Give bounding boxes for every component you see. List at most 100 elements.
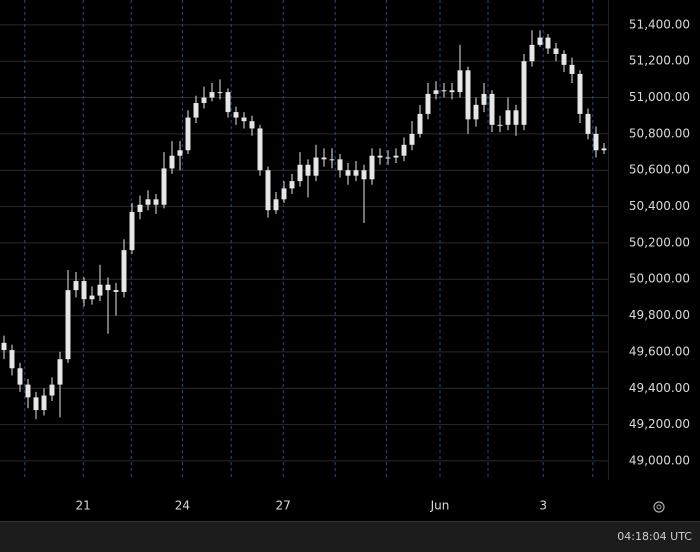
candle-body [457, 70, 463, 93]
candle-body [601, 148, 607, 151]
candle-body [177, 150, 183, 156]
settings-icon[interactable] [653, 501, 665, 513]
candle-body [401, 144, 407, 156]
candle-body [489, 93, 495, 125]
candle-body [497, 124, 503, 126]
candle-body [265, 170, 271, 211]
candle-body [449, 90, 455, 93]
x-tick-label: 27 [276, 499, 291, 513]
candle-body [473, 104, 479, 120]
candle-body [145, 199, 151, 205]
candle-body [153, 199, 159, 205]
candle-body [337, 159, 343, 171]
candle-body [73, 281, 79, 291]
y-tick-label: 50,400.00 [629, 199, 690, 213]
candle-body [305, 164, 311, 176]
candle-body [185, 117, 191, 151]
candle-body [321, 157, 327, 160]
x-tick-label: Jun [430, 499, 450, 513]
candle-body [425, 93, 431, 114]
candle-body [441, 90, 447, 92]
candle-body [57, 359, 63, 385]
y-tick-label: 51,400.00 [629, 17, 690, 31]
candle-body [17, 368, 23, 385]
candle-body [65, 290, 71, 360]
candle-body [585, 113, 591, 134]
candle-body [9, 350, 15, 369]
candle-body [409, 133, 415, 145]
candle-body [49, 384, 55, 396]
candle-body [169, 155, 175, 169]
candle-body [345, 170, 351, 176]
candle-body [1, 342, 7, 351]
candle-body [217, 92, 223, 94]
y-tick-label: 50,200.00 [629, 235, 690, 249]
candle-body [545, 37, 551, 49]
candle-body [249, 121, 255, 129]
y-tick-label: 50,600.00 [629, 163, 690, 177]
status-time: 04:18:04 UTC [617, 530, 692, 543]
candle-body [521, 61, 527, 125]
candle-body [577, 73, 583, 114]
candle-body [129, 212, 135, 251]
candle-body [209, 92, 215, 98]
candle-body [393, 155, 399, 158]
candle-body [505, 110, 511, 125]
candle-body [201, 97, 207, 104]
candle-body [225, 92, 231, 113]
y-tick-label: 49,400.00 [629, 381, 690, 395]
candle-body [465, 70, 471, 120]
status-bar [0, 522, 700, 552]
candle-body [553, 48, 559, 54]
candle-body [385, 157, 391, 159]
candle-body [417, 113, 423, 134]
grid [0, 0, 608, 480]
x-tick-label: 3 [539, 499, 547, 513]
candle-body [433, 90, 439, 94]
candle-body [481, 93, 487, 105]
candles [1, 30, 607, 420]
candle-body [561, 53, 567, 65]
candle-body [313, 157, 319, 176]
x-tick-label: 21 [76, 499, 91, 513]
candle-body [353, 170, 359, 176]
candle-body [369, 155, 375, 180]
candle-body [513, 110, 519, 125]
candle-body [113, 290, 119, 292]
candle-body [273, 199, 279, 211]
y-tick-label: 49,000.00 [629, 453, 690, 467]
candle-body [537, 37, 543, 45]
candle-body [257, 128, 263, 171]
candle-body [529, 44, 535, 62]
candle-body [281, 188, 287, 200]
candle-body [89, 295, 95, 300]
y-tick-label: 49,600.00 [629, 344, 690, 358]
candle-body [297, 164, 303, 182]
y-tick-label: 50,800.00 [629, 126, 690, 140]
y-tick-label: 51,200.00 [629, 54, 690, 68]
candle-body [137, 204, 143, 213]
candle-body [289, 181, 295, 189]
candle-body [377, 155, 383, 158]
candle-body [361, 170, 367, 180]
candle-body [105, 284, 111, 291]
candle-body [33, 397, 39, 411]
y-tick-label: 49,800.00 [629, 308, 690, 322]
candle-body [41, 395, 47, 411]
candle-body [569, 64, 575, 74]
candle-body [25, 384, 31, 398]
candle-body [97, 284, 103, 296]
candle-body [329, 159, 335, 161]
candle-body [193, 103, 199, 118]
candle-body [233, 112, 239, 118]
candle-body [81, 281, 87, 300]
candle-body [161, 168, 167, 205]
candle-body [241, 117, 247, 122]
y-tick-label: 51,000.00 [629, 90, 690, 104]
y-tick-label: 49,200.00 [629, 417, 690, 431]
x-tick-label: 24 [175, 499, 190, 513]
y-tick-label: 50,000.00 [629, 272, 690, 286]
candle-body [121, 250, 127, 292]
